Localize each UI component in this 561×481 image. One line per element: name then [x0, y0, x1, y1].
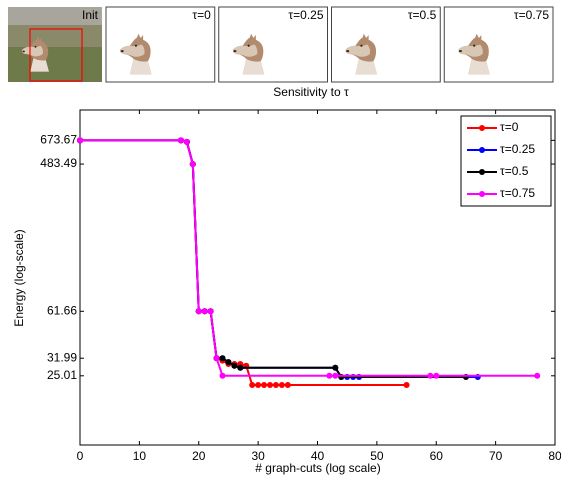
series-line: [80, 139, 538, 377]
image-panels: Init τ=0 τ=0.25 τ=0.5 τ=0.75: [8, 6, 554, 83]
legend-marker: [479, 169, 485, 175]
legend-label: τ=0.5: [500, 164, 529, 178]
data-point: [284, 381, 291, 388]
image-panel: τ=0: [105, 6, 216, 83]
figure-caption: Sensitivity to τ: [273, 85, 349, 99]
panel-label: τ=0.75: [514, 8, 549, 22]
data-point: [267, 381, 273, 388]
y-tick-label: 61.66: [47, 303, 77, 317]
x-tick-label: 0: [77, 449, 84, 463]
data-point: [219, 355, 226, 362]
panel-ground: [8, 47, 102, 82]
x-axis-label: # graph-cuts (log scale): [255, 461, 380, 475]
data-point: [231, 362, 238, 369]
panel-label: τ=0.25: [288, 8, 323, 22]
panel-background: [218, 6, 328, 83]
data-point: [403, 381, 410, 388]
data-point: [183, 138, 190, 145]
legend-marker: [479, 125, 485, 131]
x-tick-label: 30: [251, 449, 265, 463]
data-point: [255, 381, 262, 388]
y-axis-label: Energy (log-scale): [12, 229, 26, 326]
panel-label: τ=0: [192, 8, 211, 22]
image-panel: τ=0.5: [331, 6, 441, 83]
panel-background: [105, 6, 216, 83]
data-point: [249, 381, 256, 388]
image-panel: Init: [8, 7, 102, 82]
data-point: [534, 372, 541, 379]
data-point: [237, 364, 244, 371]
legend-marker: [479, 147, 485, 153]
legend-box: [460, 115, 552, 207]
data-point: [219, 372, 226, 379]
panel-sky: [8, 7, 102, 25]
y-tick-label: 25.01: [47, 368, 77, 382]
data-point: [332, 372, 339, 379]
legend-marker: [479, 191, 485, 197]
legend-label: τ=0.75: [500, 186, 535, 200]
data-point: [278, 381, 285, 388]
data-point: [77, 137, 83, 144]
data-point: [177, 137, 184, 144]
y-tick-label: 673.67: [40, 133, 77, 147]
data-point: [213, 355, 220, 362]
panel-background: [443, 6, 554, 83]
legend-label: τ=0.25: [500, 142, 535, 156]
x-tick-label: 60: [430, 449, 444, 463]
data-point: [195, 308, 202, 315]
image-panel: τ=0.75: [443, 6, 554, 83]
x-tick-label: 80: [548, 449, 561, 463]
legend: τ=0 τ=0.25 τ=0.5 τ=0.75: [460, 115, 552, 207]
y-tick-label: 483.49: [40, 156, 77, 170]
data-point: [189, 161, 196, 168]
x-tick-label: 70: [489, 449, 503, 463]
data-point: [326, 372, 333, 379]
x-tick-label: 40: [311, 449, 325, 463]
data-point: [207, 308, 214, 315]
data-point: [261, 381, 268, 388]
data-point: [201, 308, 208, 315]
init-box: [29, 28, 83, 82]
image-panel: τ=0.25: [218, 6, 328, 83]
data-point: [225, 359, 232, 366]
plot: 0 10 20 30 40 50 60 70 80 25.01 31.99 61.66 483.49 67…: [40, 110, 561, 463]
panel-label: Init: [82, 8, 99, 22]
panel-background: [331, 6, 441, 83]
y-tick-label: 31.99: [47, 350, 77, 364]
data-point: [332, 364, 339, 371]
data-point: [427, 372, 434, 379]
legend-label: τ=0: [500, 120, 519, 134]
panel-label: τ=0.5: [408, 8, 437, 22]
x-tick-label: 50: [370, 449, 384, 463]
x-tick-label: 10: [133, 449, 147, 463]
data-point: [433, 372, 440, 379]
data-point: [272, 381, 279, 388]
x-tick-label: 20: [192, 449, 206, 463]
